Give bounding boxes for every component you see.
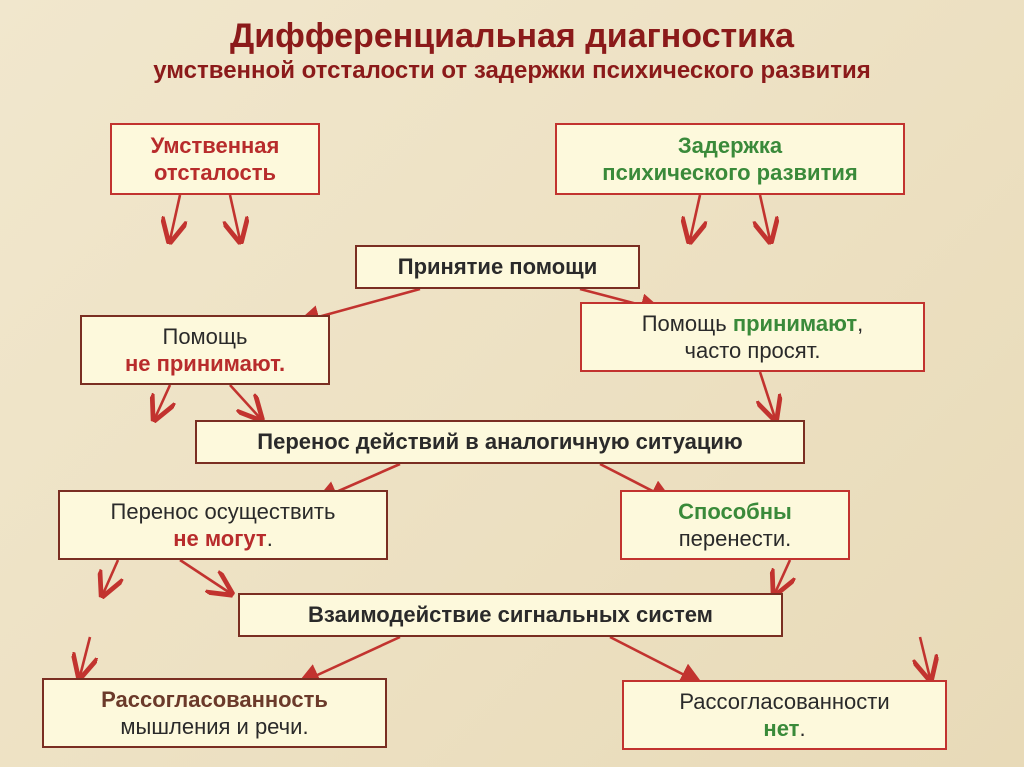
arrow bbox=[80, 637, 90, 676]
box-right3: Рассогласованностинет. bbox=[622, 680, 947, 750]
box-line: не могут. bbox=[173, 525, 273, 553]
box-line: Умственная bbox=[151, 132, 280, 160]
arrow bbox=[760, 372, 775, 418]
arrow bbox=[690, 195, 700, 240]
box-line: Взаимодействие сигнальных систем bbox=[308, 601, 713, 629]
box-left3: Рассогласованностьмышления и речи. bbox=[42, 678, 387, 748]
title-main: Дифференциальная диагностика bbox=[0, 18, 1024, 55]
box-line: Перенос действий в аналогичную ситуацию bbox=[257, 428, 742, 456]
box-line: Помощь bbox=[163, 323, 248, 351]
box-line: нет. bbox=[763, 715, 805, 743]
box-left1: Помощьне принимают. bbox=[80, 315, 330, 385]
arrow bbox=[103, 560, 118, 594]
box-line: часто просят. bbox=[685, 337, 821, 365]
title-block: Дифференциальная диагностика умственной … bbox=[0, 0, 1024, 85]
box-line: психического развития bbox=[602, 159, 857, 187]
box-line: Рассогласованности bbox=[679, 688, 889, 716]
box-line: Задержка bbox=[678, 132, 782, 160]
arrow bbox=[170, 195, 180, 240]
box-line: перенести. bbox=[679, 525, 791, 553]
box-right_top: Задержкапсихического развития bbox=[555, 123, 905, 195]
arrow bbox=[920, 637, 930, 678]
box-center1: Принятие помощи bbox=[355, 245, 640, 289]
arrow bbox=[230, 385, 260, 418]
box-line: Перенос осуществить bbox=[111, 498, 336, 526]
box-left2: Перенос осуществитьне могут. bbox=[58, 490, 388, 560]
box-right1: Помощь принимают,часто просят. bbox=[580, 302, 925, 372]
title-subtitle: умственной отсталости от задержки психич… bbox=[0, 57, 1024, 85]
arrow bbox=[155, 385, 170, 418]
arrow bbox=[775, 560, 790, 593]
box-right2: Способныперенести. bbox=[620, 490, 850, 560]
box-line: Способны bbox=[678, 498, 792, 526]
box-line: отсталость bbox=[154, 159, 276, 187]
box-line: мышления и речи. bbox=[120, 713, 308, 741]
box-left_top: Умственнаяотсталость bbox=[110, 123, 320, 195]
box-center3: Взаимодействие сигнальных систем bbox=[238, 593, 783, 637]
box-line: Помощь принимают, bbox=[642, 310, 864, 338]
box-line: не принимают. bbox=[125, 350, 285, 378]
box-line: Рассогласованность bbox=[101, 686, 328, 714]
arrow bbox=[610, 637, 700, 683]
arrow bbox=[230, 195, 240, 240]
box-line: Принятие помощи bbox=[398, 253, 598, 281]
arrow bbox=[760, 195, 770, 240]
box-center2: Перенос действий в аналогичную ситуацию bbox=[195, 420, 805, 464]
arrow bbox=[300, 637, 400, 683]
arrow bbox=[180, 560, 230, 593]
